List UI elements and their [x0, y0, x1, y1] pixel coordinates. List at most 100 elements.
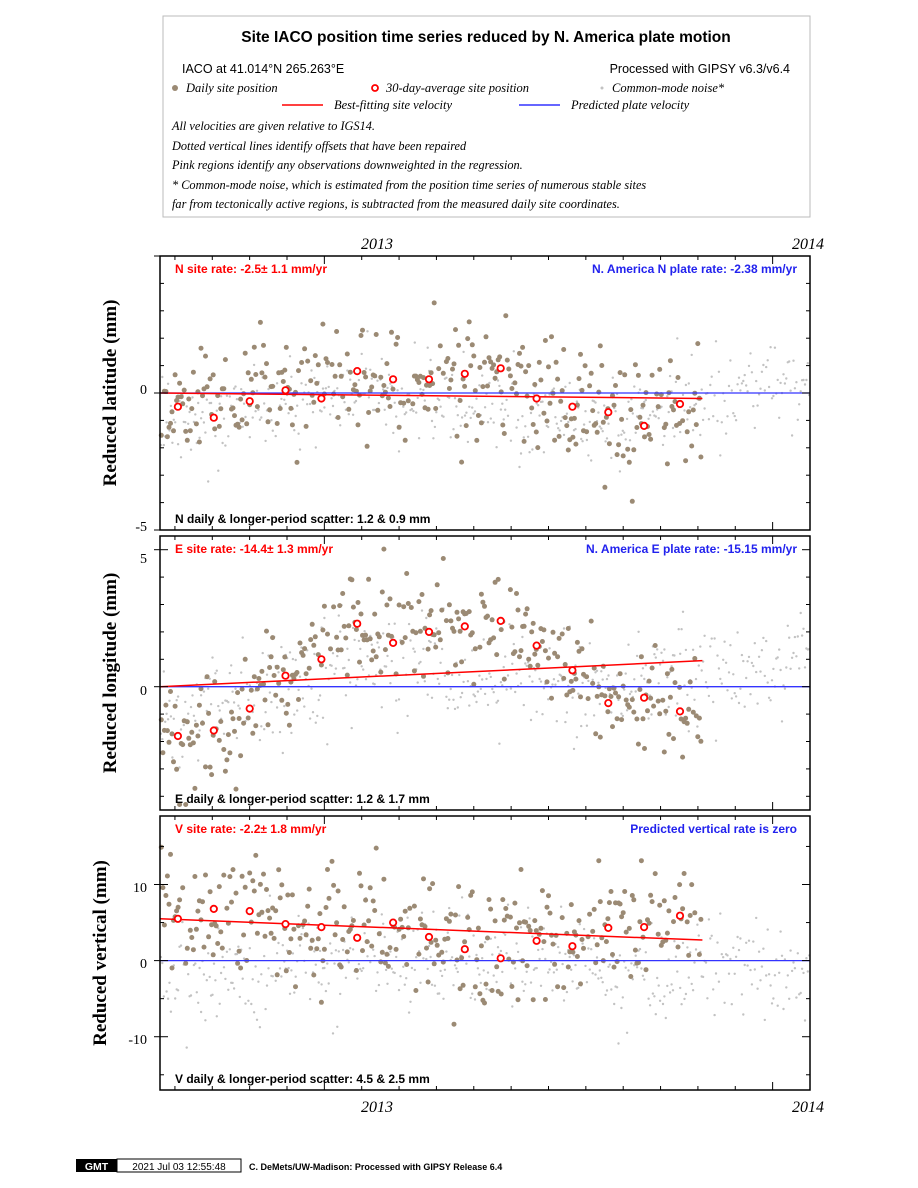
common-mode-point: [330, 397, 333, 400]
common-mode-point: [753, 426, 756, 430]
common-mode-point: [802, 971, 805, 975]
common-mode-point: [298, 944, 302, 947]
common-mode-point: [205, 979, 208, 982]
average-point: [173, 402, 182, 411]
daily-point: [474, 437, 480, 443]
daily-point: [648, 892, 654, 898]
daily-point: [390, 386, 396, 392]
daily-point: [393, 341, 399, 347]
processed-with: Processed with GIPSY v6.3/v6.4: [610, 62, 790, 76]
daily-point: [608, 694, 614, 699]
common-mode-point: [717, 667, 721, 670]
daily-point: [541, 939, 547, 945]
common-mode-point: [535, 710, 538, 713]
daily-point: [262, 697, 268, 703]
common-mode-point: [478, 384, 481, 387]
common-mode-point: [531, 448, 534, 451]
daily-point: [271, 673, 277, 678]
common-mode-point: [726, 415, 729, 418]
average-point: [460, 622, 469, 631]
common-mode-point: [331, 1032, 335, 1035]
daily-point: [588, 370, 594, 376]
daily-point: [360, 327, 365, 333]
common-mode-point: [623, 688, 626, 691]
common-mode-point: [458, 673, 461, 677]
best-fit-velocity-line: [159, 392, 703, 400]
daily-point: [251, 344, 257, 350]
daily-point: [169, 731, 175, 737]
common-mode-point: [300, 382, 303, 385]
daily-point: [539, 888, 545, 894]
common-mode-point: [300, 933, 303, 936]
common-mode-point: [537, 404, 540, 407]
daily-point: [573, 441, 579, 447]
daily-point: [331, 604, 337, 610]
daily-point: [655, 698, 661, 704]
common-mode-point: [252, 363, 256, 367]
common-mode-point: [767, 973, 771, 976]
common-mode-point: [617, 434, 620, 437]
daily-point: [401, 934, 407, 939]
daily-point: [166, 739, 172, 745]
daily-point: [241, 932, 247, 938]
daily-point: [578, 351, 583, 357]
daily-point: [161, 922, 167, 928]
average-point: [675, 911, 685, 920]
average-point: [639, 421, 649, 430]
daily-point: [358, 611, 364, 617]
daily-point: [517, 920, 522, 926]
daily-point: [498, 627, 504, 633]
daily-point: [515, 997, 521, 1003]
daily-point: [657, 366, 663, 372]
common-mode-point: [597, 977, 600, 980]
daily-point: [552, 437, 558, 443]
common-mode-point: [709, 645, 712, 648]
common-mode-point: [795, 655, 798, 658]
common-mode-point: [674, 955, 678, 958]
common-mode-point: [496, 946, 500, 949]
common-mode-point: [442, 997, 445, 1000]
legend-note: Dotted vertical lines identify offsets t…: [171, 139, 467, 153]
common-mode-point: [701, 418, 705, 422]
common-mode-point: [468, 405, 471, 408]
daily-point: [596, 389, 602, 395]
timestamp-box: [116, 1158, 242, 1173]
common-mode-point: [208, 975, 211, 979]
daily-point: [559, 388, 565, 394]
daily-point: [478, 943, 484, 949]
common-mode-point: [684, 992, 688, 996]
common-mode-point: [790, 969, 794, 973]
average-point: [353, 619, 362, 628]
daily-point: [207, 376, 213, 382]
common-mode-point: [403, 413, 406, 416]
common-mode-point: [426, 693, 429, 696]
daily-point: [332, 373, 338, 379]
common-mode-point: [433, 642, 437, 645]
gmt-logo-text: GMT: [85, 1161, 109, 1173]
common-mode-point: [757, 655, 761, 658]
daily-point: [664, 930, 670, 936]
daily-point: [687, 679, 693, 685]
daily-point: [172, 372, 178, 378]
daily-point: [512, 649, 518, 655]
common-mode-point: [737, 948, 741, 952]
daily-point: [550, 941, 556, 947]
common-mode-point: [532, 968, 536, 971]
common-mode-point: [258, 418, 262, 421]
common-mode-point: [176, 443, 180, 446]
daily-point: [503, 906, 509, 911]
daily-point: [666, 908, 672, 914]
common-mode-point: [704, 961, 708, 964]
common-mode-point: [740, 993, 744, 996]
daily-point: [311, 399, 317, 405]
daily-point: [384, 602, 390, 608]
common-mode-point: [648, 414, 652, 417]
common-mode-point: [189, 705, 193, 709]
y-axis-label: Reduced vertical (mm): [90, 860, 111, 1046]
common-mode-point: [263, 402, 266, 405]
daily-point: [485, 383, 490, 389]
common-mode-point: [756, 702, 759, 705]
daily-point: [381, 876, 387, 882]
daily-point: [585, 696, 591, 702]
common-mode-point: [436, 677, 439, 681]
